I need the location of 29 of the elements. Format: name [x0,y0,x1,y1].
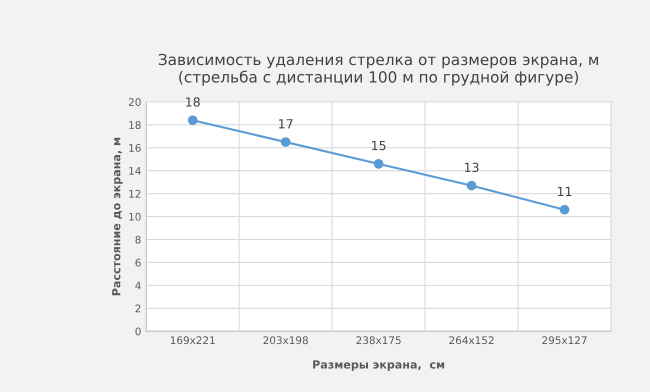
y-tick-label: 6 [135,258,141,267]
y-tick-label: 16 [129,144,141,152]
y-tick-label: 8 [135,236,141,244]
y-tick-label: 0 [135,327,141,336]
point [560,204,570,215]
y-axis-title: Расстояние до экрана, м [112,138,123,296]
y-tick-label: 14 [129,167,141,175]
y-tick-label: 18 [129,121,141,129]
data-label: 11 [558,186,572,196]
point [466,180,476,190]
point [188,115,198,126]
x-tick-label: 169x221 [170,336,215,344]
y-tick-label: 10 [129,212,141,221]
data-label: 18 [186,97,200,107]
y-tick-label: 2 [136,304,140,312]
y-tick-label: 4 [135,282,141,290]
data-label: 15 [372,141,386,150]
x-axis-title: Размеры экрана, см [313,360,444,371]
chart-title: Зависимость удаления стрелка от размеров экрана, м (стрельба с дистанции 100 м по грудной фигуре) [158,54,598,86]
x-tick-label: 264x152 [449,336,494,344]
data-label: 13 [464,162,479,172]
x-tick-label: 203x198 [263,336,308,344]
point [374,158,384,169]
y-tick-label: 20 [128,98,141,106]
y-tick-label: 12 [129,190,140,198]
x-tick-label: 295x127 [542,336,587,344]
point [280,137,291,147]
data-label: 17 [279,119,293,128]
x-tick-label: 238x175 [356,336,401,344]
